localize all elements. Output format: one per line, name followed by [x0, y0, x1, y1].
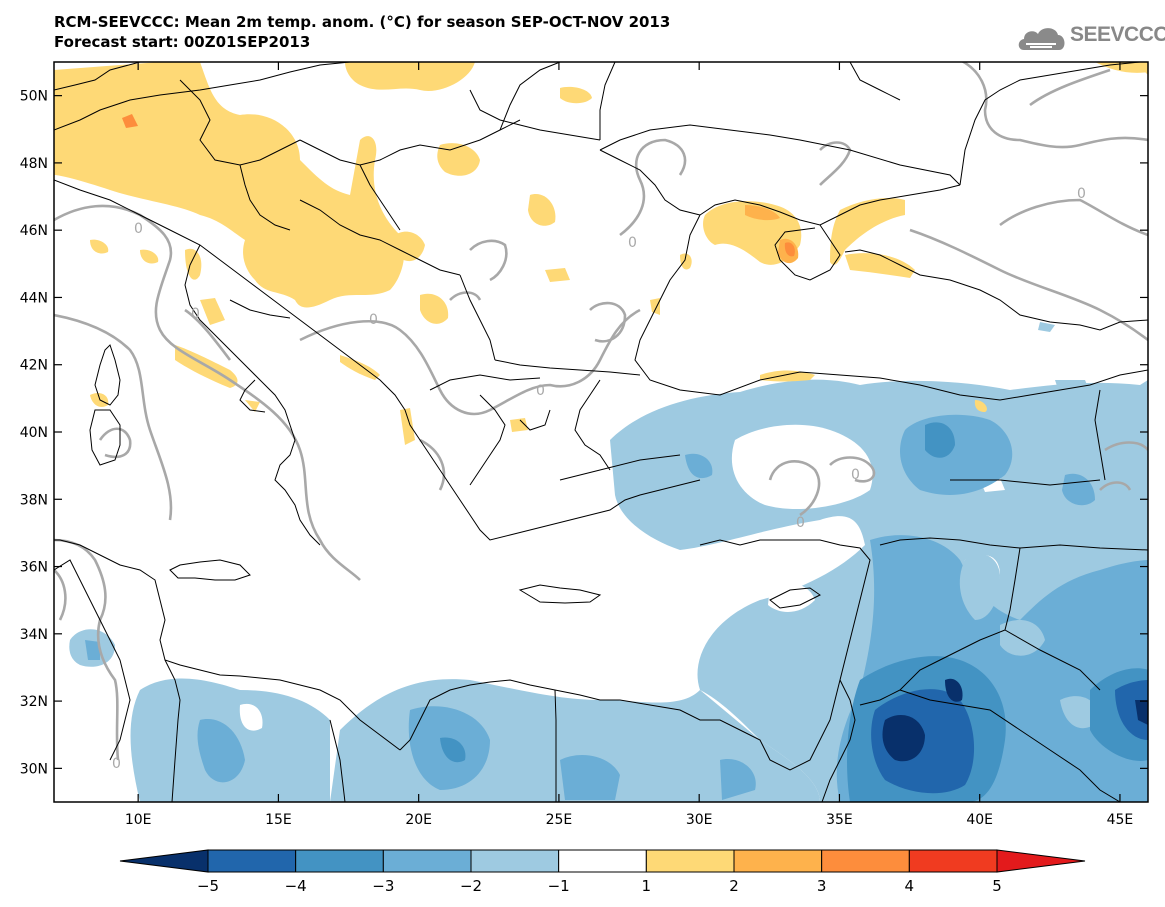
longitude-axis: 10E 15E 20E 25E 30E 35E 40E 45E — [125, 62, 1133, 828]
lon-tick-label: 35E — [826, 812, 853, 828]
lon-tick-label: 15E — [265, 812, 292, 828]
coastlines — [54, 62, 1148, 771]
lat-tick-label: 32N — [20, 694, 48, 710]
colorbar-box — [470, 849, 560, 873]
colorbar-label: −4 — [285, 877, 307, 895]
lon-tick-label: 10E — [125, 812, 152, 828]
title-line-1: RCM-SEEVCCC: Mean 2m temp. anom. (°C) fo… — [54, 13, 671, 31]
cloud-logo-icon — [1018, 28, 1065, 50]
colorbar-label: 1 — [642, 877, 652, 895]
lat-tick-label: 38N — [20, 492, 48, 508]
lat-tick-label: 30N — [20, 761, 48, 777]
lat-tick-label: 44N — [20, 290, 48, 306]
colorbar-label: 2 — [729, 877, 739, 895]
contour-label: 0 — [536, 383, 545, 399]
map-title: RCM-SEEVCCC: Mean 2m temp. anom. (°C) fo… — [54, 12, 670, 52]
colorbar-label: −5 — [197, 877, 219, 895]
lon-tick-label: 45E — [1107, 812, 1134, 828]
lon-tick-label: 40E — [966, 812, 993, 828]
colorbar-box — [295, 849, 384, 873]
colorbar-box — [821, 849, 910, 873]
seevccc-logo: SEEVCCC — [1016, 20, 1165, 56]
colorbar-box — [382, 849, 472, 873]
colorbar-label: 4 — [905, 877, 915, 895]
colorbar-box — [908, 849, 998, 873]
country-borders — [164, 62, 1148, 802]
anomaly-warm-darkorange — [122, 114, 795, 257]
lon-tick-label: 25E — [546, 812, 573, 828]
latitude-axis: 30N 32N 34N 36N 38N 40N 42N 44N 46N 48N 50N — [20, 89, 1148, 777]
contour-label: 0 — [191, 306, 200, 322]
anomaly-darkest-blue — [882, 678, 1148, 762]
colorbar-label: −3 — [372, 877, 394, 895]
contour-label: 0 — [134, 221, 143, 237]
lat-tick-label: 34N — [20, 627, 48, 643]
title-line-2: Forecast start: 00Z01SEP2013 — [54, 33, 311, 51]
contour-label: 0 — [369, 312, 378, 328]
contour-label: 0 — [796, 515, 805, 531]
colorbar-box — [645, 849, 735, 873]
logo-text: SEEVCCC — [1070, 23, 1165, 46]
lat-tick-label: 46N — [20, 223, 48, 239]
contour-label: 0 — [851, 467, 860, 483]
contour-labels: 0 0 0 0 0 0 0 0 0 — [112, 186, 1086, 772]
colorbar-box — [207, 849, 297, 873]
colorbar-label: −1 — [548, 877, 570, 895]
map-plot-area: 0 0 0 0 0 0 0 0 0 — [54, 62, 1148, 802]
lon-tick-label: 20E — [405, 812, 432, 828]
colorbar-box — [558, 849, 647, 873]
lon-tick-label: 30E — [686, 812, 713, 828]
colorbar-box — [733, 849, 823, 873]
colorbar-arrow-high — [996, 849, 1086, 873]
contour-label: 0 — [112, 756, 121, 772]
contour-label: 0 — [1077, 186, 1086, 202]
colorbar-label: 5 — [992, 877, 1002, 895]
colorbar-label: 3 — [817, 877, 827, 895]
lat-tick-label: 48N — [20, 156, 48, 172]
colorbar: −5 −4 −3 −2 −1 1 2 3 4 5 — [119, 849, 1086, 895]
lat-tick-label: 40N — [20, 425, 48, 441]
lat-tick-label: 36N — [20, 560, 48, 576]
colorbar-arrow-low — [119, 849, 209, 873]
contour-label: 0 — [628, 235, 637, 251]
colorbar-label: −2 — [460, 877, 482, 895]
lat-tick-label: 50N — [20, 89, 48, 105]
lat-tick-label: 42N — [20, 358, 48, 374]
